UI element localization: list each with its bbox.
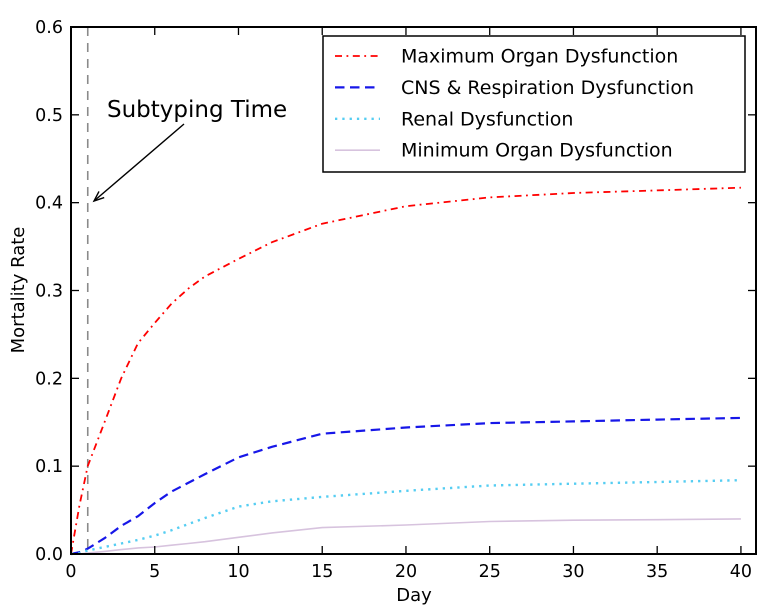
legend-item-label: Minimum Organ Dysfunction	[401, 140, 673, 162]
x-tick-label: 10	[227, 562, 249, 582]
x-axis-label: Day	[396, 585, 432, 606]
y-tick-label: 0.3	[35, 282, 63, 302]
series-line-1	[70, 416, 741, 556]
x-tick-label: 35	[646, 562, 668, 582]
x-tick-label: 0	[65, 562, 76, 582]
data-series-group	[70, 186, 741, 556]
x-tick-label: 40	[730, 562, 752, 582]
legend: Maximum Organ Dysfunction CNS & Respirati…	[322, 35, 746, 173]
y-tick-label: 0.0	[35, 545, 63, 565]
annotation-arrow	[92, 123, 185, 203]
x-tick-label: 20	[395, 562, 417, 582]
y-tick-label: 0.4	[35, 194, 63, 214]
series-line-0	[70, 186, 741, 555]
y-tick-label: 0.5	[35, 106, 63, 126]
series-line-3	[71, 518, 741, 555]
x-tick-label: 25	[479, 562, 501, 582]
annotation-text: Subtyping Time	[107, 97, 287, 123]
series-line-2	[70, 479, 741, 556]
x-tick-label: 15	[311, 562, 333, 582]
legend-box	[322, 35, 746, 173]
plot-border	[70, 26, 757, 555]
legend-item-label: Maximum Organ Dysfunction	[401, 46, 678, 68]
y-tick-label: 0.1	[35, 457, 63, 477]
x-tick-label: 5	[149, 562, 160, 582]
legend-item-label: CNS & Respiration Dysfunction	[401, 77, 694, 99]
y-axis-label: Mortality Rate	[8, 227, 29, 354]
axis-ticks-group	[70, 26, 756, 555]
y-tick-label: 0.2	[35, 369, 63, 389]
y-tick-label: 0.6	[35, 18, 63, 38]
axis-tick-labels-group: 0 5 10 15 20 25 30 35 40 0.0 0.1 0.2 0.3 0.4 0.5 0.6	[35, 18, 752, 582]
legend-item-label: Renal Dysfunction	[401, 108, 573, 130]
x-tick-label: 30	[562, 562, 584, 582]
